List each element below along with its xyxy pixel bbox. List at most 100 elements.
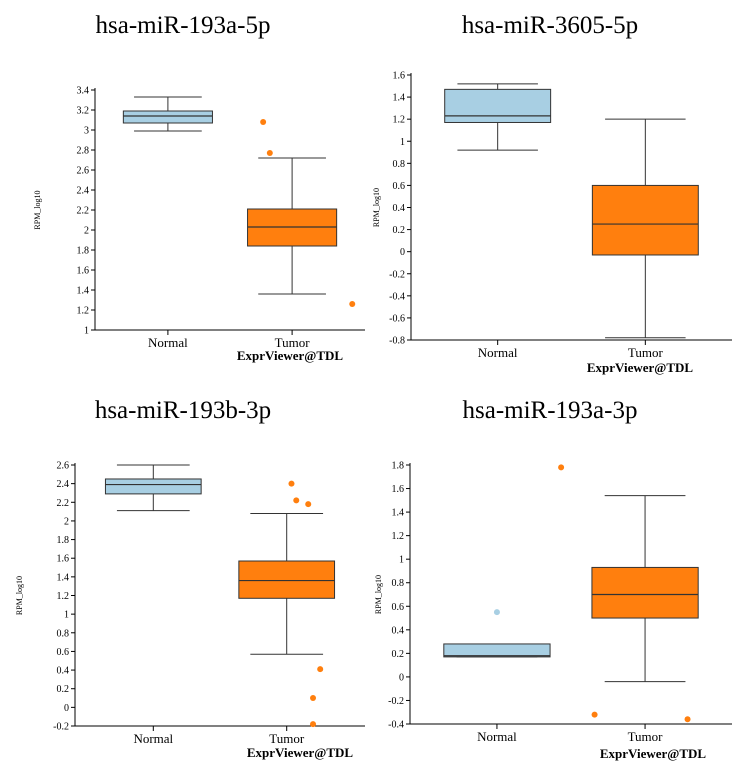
- chart-title: hsa-miR-3605-5p: [461, 12, 639, 39]
- chart-panel-2: hsa-miR-3605-5p -0.8 -0.6 -0.4 -0.2 0 0.2 0.4 0…: [367, 0, 733, 380]
- outlier-point: [591, 711, 598, 718]
- y-tick-label: -0.4: [389, 291, 405, 302]
- outlier-point: [558, 464, 565, 471]
- y-tick-label: 0: [399, 672, 404, 683]
- outlier-point: [310, 721, 317, 728]
- y-tick-label: -0.2: [388, 696, 404, 707]
- box-normal: [443, 643, 551, 658]
- y-tick-label: 1.4: [77, 286, 90, 297]
- watermark-label: ExprViewer@TDL: [587, 360, 694, 375]
- y-tick-label: 0.6: [57, 647, 70, 658]
- y-tick-label: -0.8: [389, 336, 405, 347]
- outlier-point: [493, 609, 500, 616]
- y-tick-label: 2.4: [57, 479, 70, 490]
- y-tick-label: 1: [64, 610, 69, 621]
- x-tick-label: Tumor: [275, 335, 311, 350]
- y-tick-label: 1.4: [393, 93, 406, 104]
- watermark-label: ExprViewer@TDL: [247, 745, 354, 760]
- outlier-point: [310, 695, 317, 702]
- y-tick-label: 1.8: [77, 246, 90, 257]
- x-tick-label: Tumor: [628, 345, 664, 360]
- outlier-point: [288, 480, 295, 487]
- boxplot-svg: 1 1.2 1.4 1.6 1.8 2 2.2 2.4 2.6 2.8 3 3.2 3.4 RPM_log…: [33, 86, 380, 363]
- outlier-point: [260, 119, 267, 125]
- chart-title: hsa-miR-193a-5p: [95, 12, 271, 39]
- x-tick-label: Normal: [133, 731, 173, 746]
- y-tick-label: 1.6: [393, 71, 406, 82]
- watermark-label: ExprViewer@TDL: [600, 746, 707, 761]
- chart-panel-1: hsa-miR-193a-5p 1 1.2 1.4 1.6 1.8 2 2.2 2.4 2.6 2…: [0, 0, 380, 375]
- boxplot-svg: -0.8 -0.6 -0.4 -0.2 0 0.2 0.4 0.6 0.8 1 1.2 1.4 1.6 R…: [372, 71, 732, 375]
- outlier-point: [349, 301, 356, 307]
- y-tick-label: 0.2: [57, 684, 70, 695]
- y-axis-label: RPM_log10: [15, 576, 24, 615]
- y-tick-label: 0.4: [392, 625, 405, 636]
- outlier-point: [266, 150, 273, 156]
- x-tick-label: Tumor: [628, 729, 664, 744]
- y-tick-label: 2.6: [77, 166, 90, 177]
- y-tick-label: 1.2: [77, 306, 90, 317]
- y-tick-label: 1.2: [57, 591, 70, 602]
- x-tick-label: Normal: [478, 345, 518, 360]
- y-tick-label: -0.6: [389, 313, 405, 324]
- y-tick-label: 2.4: [77, 186, 90, 197]
- y-tick-label: 0: [400, 247, 405, 258]
- y-tick-label: 1.8: [57, 535, 70, 546]
- y-tick-label: 2: [64, 516, 69, 527]
- boxplot-svg: -0.2 0 0.2 0.4 0.6 0.8 1 1.2 1.4 1.6 1.8 2 2.2 2.4 2.6…: [15, 461, 365, 760]
- box-normal: [444, 88, 552, 123]
- y-tick-label: 1.6: [57, 554, 70, 565]
- outlier-point: [684, 716, 691, 723]
- y-tick-label: 1: [399, 555, 404, 566]
- y-tick-label: 0.2: [393, 225, 406, 236]
- y-tick-label: 0.8: [57, 628, 70, 639]
- y-tick-label: 1.4: [392, 508, 405, 519]
- y-tick-label: 0.6: [392, 602, 405, 613]
- x-tick-label: Normal: [477, 729, 517, 744]
- y-tick-label: -0.2: [53, 722, 69, 733]
- y-tick-label: -0.4: [388, 720, 404, 731]
- y-tick-label: 0: [64, 703, 69, 714]
- y-axis-label: RPM_log10: [33, 190, 42, 229]
- watermark-label: ExprViewer@TDL: [237, 348, 344, 363]
- y-axis-label: RPM_log10: [374, 575, 383, 614]
- box-normal: [122, 110, 213, 124]
- outlier-point: [317, 666, 324, 673]
- y-tick-label: 2.2: [57, 498, 70, 509]
- y-tick-label: 2: [84, 226, 89, 237]
- y-tick-label: 1.8: [392, 461, 405, 472]
- y-tick-label: 0.6: [393, 181, 406, 192]
- outlier-point: [305, 501, 312, 508]
- box-tumor: [591, 566, 699, 619]
- y-tick-label: 1.2: [392, 531, 405, 542]
- y-tick-label: 0.2: [392, 649, 405, 660]
- box-normal: [104, 478, 202, 495]
- y-tick-label: 2.2: [77, 206, 90, 217]
- y-tick-label: 1.6: [77, 266, 90, 277]
- box-tumor: [238, 560, 336, 599]
- y-tick-label: 0.4: [57, 666, 70, 677]
- y-tick-label: 0.8: [393, 159, 406, 170]
- x-tick-label: Tumor: [269, 731, 305, 746]
- y-tick-label: -0.2: [389, 269, 405, 280]
- y-tick-label: 2.8: [77, 146, 90, 157]
- y-tick-label: 0.8: [392, 578, 405, 589]
- outlier-point: [293, 497, 300, 504]
- chart-title: hsa-miR-193a-3p: [462, 397, 638, 424]
- y-tick-label: 1: [84, 326, 89, 337]
- y-tick-label: 3: [84, 126, 89, 137]
- y-tick-label: 0.4: [393, 203, 406, 214]
- chart-title: hsa-miR-193b-3p: [94, 397, 272, 424]
- y-tick-label: 1.4: [57, 572, 70, 583]
- y-tick-label: 1.6: [392, 484, 405, 495]
- y-tick-label: 1.2: [393, 115, 406, 126]
- chart-panel-4: hsa-miR-193a-3p -0.4 -0.2 0 0.2 0.4 0.6 0.8 1 1.…: [367, 383, 733, 763]
- y-tick-label: 2.6: [57, 461, 70, 472]
- y-tick-label: 3.2: [77, 106, 90, 117]
- x-tick-label: Normal: [148, 335, 188, 350]
- boxplot-svg: -0.4 -0.2 0 0.2 0.4 0.6 0.8 1 1.2 1.4 1.6 1.8 RPM_lo…: [374, 461, 732, 761]
- y-tick-label: 1: [400, 137, 405, 148]
- y-axis-label: RPM_log10: [372, 188, 381, 227]
- chart-panel-3: hsa-miR-193b-3p -0.2 0 0.2 0.4 0.6 0.8 1 1.2 1.4…: [0, 383, 366, 763]
- box-tumor: [591, 184, 699, 256]
